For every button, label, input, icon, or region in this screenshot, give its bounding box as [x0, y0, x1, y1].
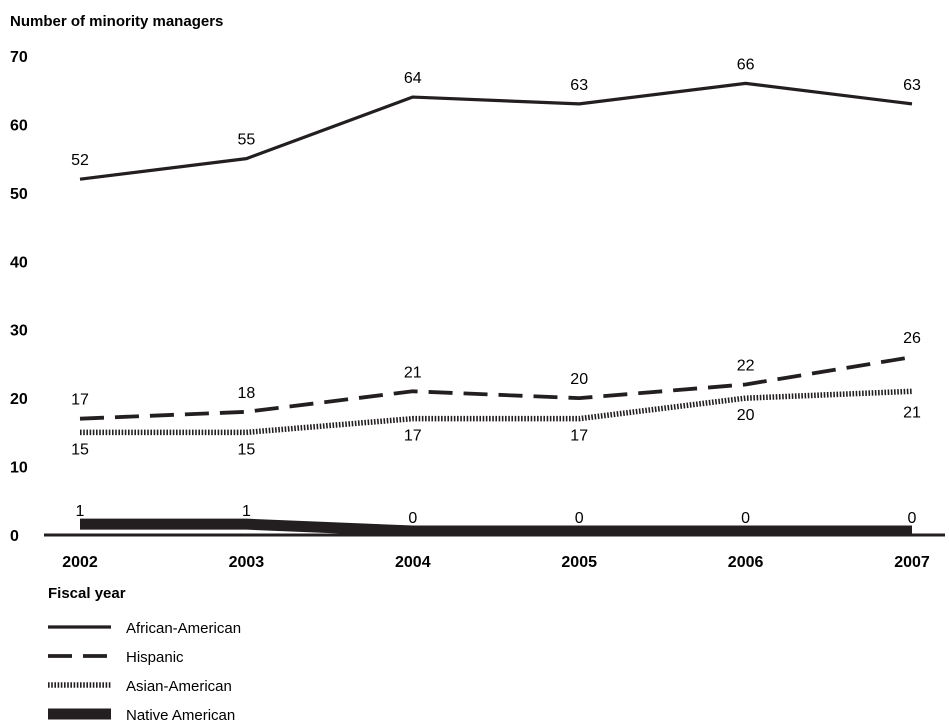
- data-label: 20: [570, 371, 588, 388]
- series-line-hispanic: [79, 355, 913, 421]
- data-label: 63: [570, 77, 588, 94]
- data-label: 15: [238, 441, 256, 458]
- data-label: 15: [71, 441, 89, 458]
- series-line-african-american: [79, 81, 913, 181]
- data-label: 1: [242, 503, 251, 520]
- data-label: 17: [71, 392, 89, 409]
- x-tick-label: 2002: [62, 554, 98, 571]
- data-labels: 52 55 64 63 66 63 17 18 21 20 22 26 15 15 17 17 20 21 1 1 0 0…: [71, 56, 921, 527]
- data-label: 0: [908, 510, 917, 527]
- data-label: 0: [408, 510, 417, 527]
- data-label: 21: [404, 364, 422, 381]
- y-axis-ticks: 0 10 20 30 40 50 60 70: [10, 49, 28, 545]
- series-line-native-american: [80, 518, 912, 537]
- data-label: 21: [903, 404, 921, 421]
- y-axis-title: Number of minority managers: [10, 13, 223, 30]
- data-label: 0: [575, 510, 584, 527]
- legend: African-American Hispanic Asian-American Na…: [48, 620, 241, 723]
- data-label: 17: [570, 428, 588, 445]
- x-tick-label: 2003: [229, 554, 265, 571]
- data-label: 0: [741, 510, 750, 527]
- legend-label: Native American: [126, 707, 235, 723]
- data-label: 55: [238, 132, 256, 149]
- legend-label: African-American: [126, 620, 241, 637]
- y-tick-label: 30: [10, 323, 28, 340]
- y-tick-label: 20: [10, 391, 28, 408]
- data-label: 22: [737, 357, 755, 374]
- data-label: 64: [404, 70, 422, 87]
- y-tick-label: 40: [10, 254, 28, 271]
- data-label: 18: [238, 385, 256, 402]
- data-label: 52: [71, 152, 89, 169]
- series-lines: [79, 81, 913, 537]
- data-label: 26: [903, 330, 921, 347]
- y-tick-label: 70: [10, 49, 28, 66]
- data-label: 63: [903, 77, 921, 94]
- x-tick-label: 2006: [728, 554, 764, 571]
- legend-label: Hispanic: [126, 649, 184, 666]
- y-tick-label: 0: [10, 528, 19, 545]
- data-label: 66: [737, 56, 755, 73]
- x-axis-ticks: 2002 2003 2004 2005 2006 2007: [62, 554, 930, 571]
- x-tick-label: 2005: [561, 554, 597, 571]
- data-label: 17: [404, 428, 422, 445]
- x-tick-label: 2004: [395, 554, 431, 571]
- data-label: 1: [76, 503, 85, 520]
- series-line-asian-american: [80, 388, 913, 436]
- data-label: 20: [737, 407, 755, 424]
- y-tick-label: 10: [10, 460, 28, 477]
- y-tick-label: 60: [10, 117, 28, 134]
- x-axis-title: Fiscal year: [48, 585, 126, 602]
- x-tick-label: 2007: [894, 554, 930, 571]
- y-tick-label: 50: [10, 186, 28, 203]
- legend-label: Asian-American: [126, 678, 232, 695]
